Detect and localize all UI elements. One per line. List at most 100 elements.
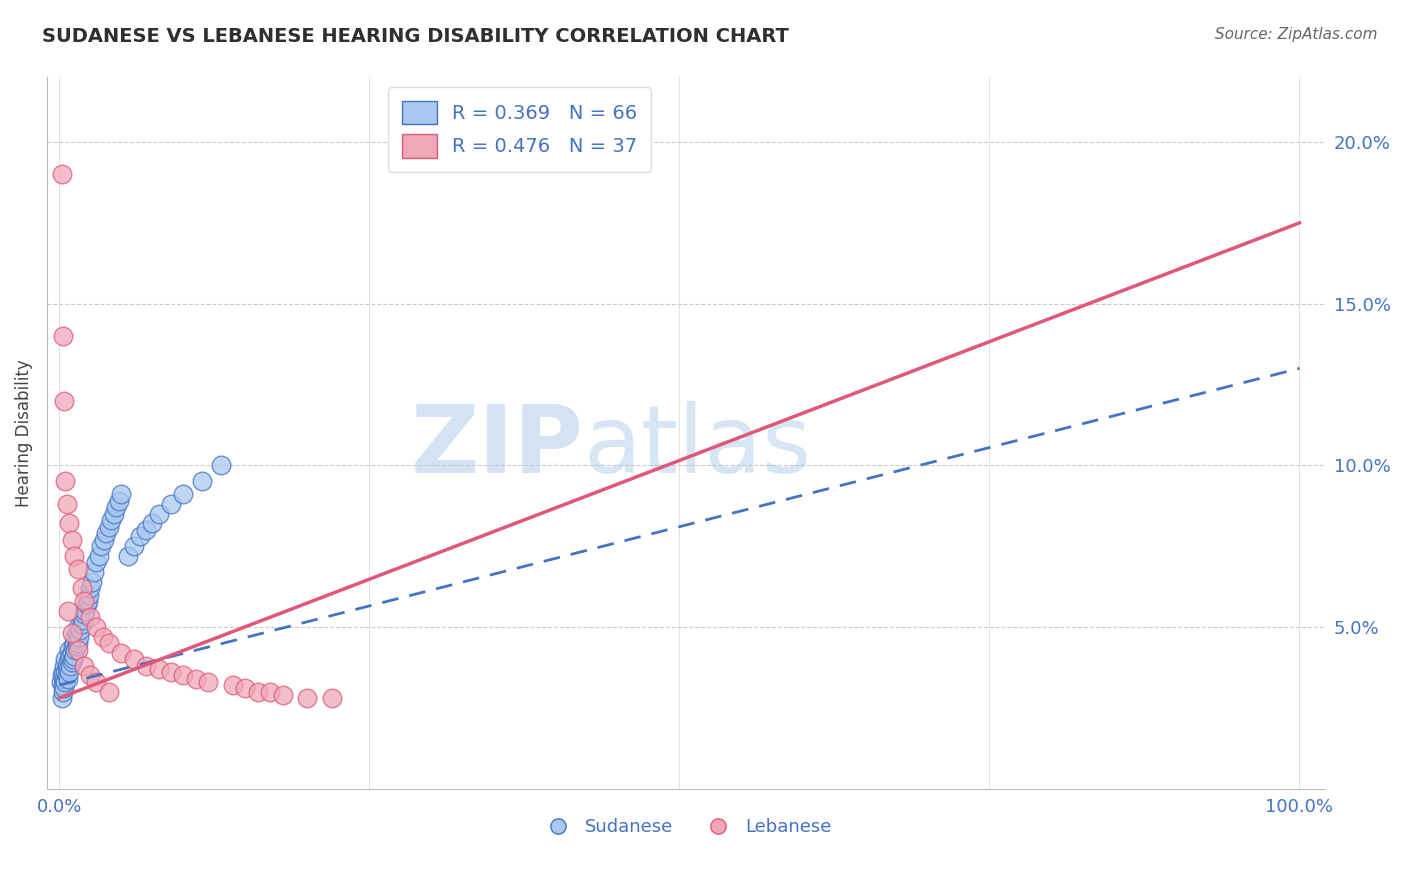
Point — [49, 674, 72, 689]
Point — [191, 475, 214, 489]
Point — [86, 620, 108, 634]
Point — [66, 562, 89, 576]
Point — [75, 604, 97, 618]
Point — [129, 529, 152, 543]
Point — [55, 658, 77, 673]
Point — [97, 636, 120, 650]
Point — [66, 640, 89, 654]
Point — [197, 674, 219, 689]
Point — [70, 616, 93, 631]
Point — [66, 620, 89, 634]
Point — [70, 581, 93, 595]
Point — [65, 630, 87, 644]
Point — [160, 665, 183, 680]
Point — [51, 168, 73, 182]
Point — [321, 691, 343, 706]
Point — [172, 487, 194, 501]
Point — [97, 519, 120, 533]
Point — [77, 588, 100, 602]
Point — [55, 475, 77, 489]
Point — [73, 658, 96, 673]
Point — [110, 487, 132, 501]
Point — [93, 533, 115, 547]
Point — [87, 549, 110, 563]
Point — [58, 652, 80, 666]
Point — [56, 662, 79, 676]
Point — [141, 516, 163, 531]
Point — [53, 393, 76, 408]
Point — [60, 656, 83, 670]
Point — [117, 549, 139, 563]
Point — [60, 533, 83, 547]
Point — [76, 597, 98, 611]
Point — [53, 681, 76, 696]
Text: SUDANESE VS LEBANESE HEARING DISABILITY CORRELATION CHART: SUDANESE VS LEBANESE HEARING DISABILITY … — [42, 27, 789, 45]
Point — [56, 604, 79, 618]
Point — [73, 594, 96, 608]
Point — [56, 672, 79, 686]
Point — [62, 652, 84, 666]
Text: atlas: atlas — [583, 401, 811, 493]
Point — [55, 497, 77, 511]
Point — [209, 458, 232, 473]
Point — [58, 516, 80, 531]
Point — [297, 691, 319, 706]
Point — [259, 684, 281, 698]
Point — [51, 668, 73, 682]
Point — [60, 646, 83, 660]
Point — [90, 539, 112, 553]
Point — [122, 539, 145, 553]
Point — [246, 684, 269, 698]
Point — [63, 648, 86, 663]
Point — [96, 526, 118, 541]
Legend: Sudanese, Lebanese: Sudanese, Lebanese — [533, 811, 839, 844]
Point — [67, 630, 90, 644]
Point — [76, 594, 98, 608]
Point — [103, 507, 125, 521]
Point — [52, 329, 75, 343]
Point — [148, 507, 170, 521]
Point — [100, 513, 122, 527]
Point — [135, 658, 157, 673]
Point — [80, 574, 103, 589]
Point — [105, 500, 128, 515]
Point — [91, 630, 114, 644]
Point — [66, 636, 89, 650]
Point — [83, 565, 105, 579]
Point — [148, 662, 170, 676]
Point — [60, 626, 83, 640]
Point — [97, 684, 120, 698]
Text: Source: ZipAtlas.com: Source: ZipAtlas.com — [1215, 27, 1378, 42]
Point — [233, 681, 256, 696]
Point — [72, 614, 94, 628]
Point — [52, 665, 75, 680]
Point — [58, 642, 80, 657]
Point — [63, 549, 86, 563]
Point — [69, 623, 91, 637]
Point — [86, 555, 108, 569]
Point — [79, 668, 101, 682]
Point — [271, 688, 294, 702]
Point — [51, 691, 73, 706]
Point — [73, 607, 96, 621]
Point — [110, 646, 132, 660]
Y-axis label: Hearing Disability: Hearing Disability — [15, 359, 32, 507]
Point — [52, 684, 75, 698]
Point — [66, 642, 89, 657]
Point — [222, 678, 245, 692]
Point — [160, 497, 183, 511]
Point — [53, 658, 76, 673]
Point — [122, 652, 145, 666]
Point — [65, 642, 87, 657]
Point — [86, 674, 108, 689]
Point — [62, 640, 84, 654]
Point — [55, 665, 77, 680]
Point — [66, 626, 89, 640]
Point — [58, 665, 80, 680]
Point — [59, 648, 82, 663]
Point — [172, 668, 194, 682]
Point — [55, 668, 77, 682]
Text: ZIP: ZIP — [411, 401, 583, 493]
Point — [52, 678, 75, 692]
Point — [55, 674, 77, 689]
